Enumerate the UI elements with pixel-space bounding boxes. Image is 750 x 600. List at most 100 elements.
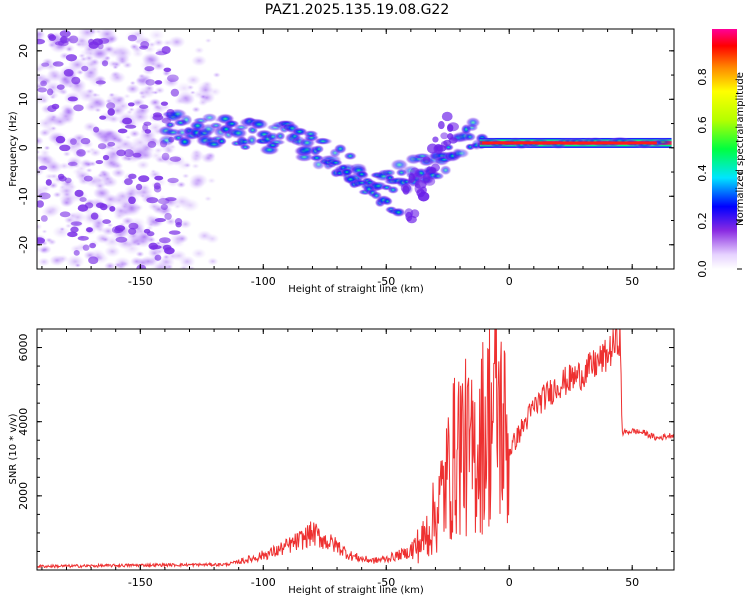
heatmap-noise-cell <box>83 175 93 182</box>
heatmap-noise-cell <box>168 35 186 49</box>
colorbar-ticks: 0.0 0.2 0.4 0.6 0.8 <box>696 68 742 278</box>
heatmap-noise-cell <box>70 226 79 233</box>
heatmap-track-cell <box>239 144 251 151</box>
heatmap-track-cell <box>412 172 423 181</box>
snr-panel: -150 -100 -50 0 50 2000 4000 6000 Height of st… <box>8 328 675 596</box>
colorbar-tick-label-2: 0.4 <box>696 164 709 182</box>
heatmap-noise-cell <box>191 163 200 170</box>
heatmap-noise-cell <box>191 55 207 67</box>
heatmap-noise-cell <box>188 173 209 188</box>
heatmap-noise-cell <box>197 98 208 107</box>
heatmap-noise-cell <box>152 112 162 118</box>
heatmap-noise-cell <box>111 226 121 234</box>
heatmap-noise-cell <box>116 149 127 157</box>
heatmap-track-cell <box>402 185 410 195</box>
heatmap-noise-cell <box>207 177 217 184</box>
heatmap-noise-cell <box>90 212 99 220</box>
heatmap-noise-cell <box>113 46 133 60</box>
heatmap-noise-cell <box>138 175 150 183</box>
heatmap-track-cell <box>437 121 445 130</box>
heatmap-noise-cell <box>102 154 110 161</box>
heatmap-noise-cell <box>59 144 71 152</box>
snr-x-tick-label-4: 50 <box>625 576 639 589</box>
heatmap-noise-cell <box>101 60 109 67</box>
heatmap-noise-cell <box>128 107 135 112</box>
heatmap-track-cell <box>250 119 269 130</box>
heatmap-noise-cell <box>148 29 165 42</box>
heatmap-noise-cell <box>45 69 65 83</box>
heatmap-noise-cell <box>106 222 114 228</box>
heatmap-noise-cell <box>107 141 116 147</box>
heatmap-noise-cell <box>77 204 89 212</box>
heatmap-noise-cell <box>59 30 71 38</box>
heatmap-noise-cell <box>205 233 220 244</box>
heatmap-noise-cell <box>117 128 128 134</box>
heatmap-track-cell <box>441 111 453 122</box>
heatmap-noise-cell <box>59 36 70 44</box>
heatmap-noise-cell <box>128 227 137 235</box>
heatmap-track-cell <box>463 132 477 142</box>
snr-y-tick-label-0: 2000 <box>17 482 30 510</box>
heatmap-noise-cell <box>37 38 46 45</box>
heatmap-noise-cell <box>49 94 56 100</box>
heatmap-noise-cell <box>160 101 169 106</box>
heatmap-noise-cell <box>129 80 136 86</box>
snr-frame <box>36 328 675 571</box>
heatmap-noise-cell <box>85 227 93 233</box>
heatmap-noise-cell <box>63 68 74 77</box>
heatmap-noise-cell <box>139 45 149 50</box>
heatmap-track-cell <box>417 191 430 202</box>
colorbar-tick-label-1: 0.2 <box>696 212 709 230</box>
heatmap-track-cell <box>246 134 258 147</box>
heatmap-noise-cell <box>117 260 128 268</box>
heatmap-noise-cell <box>106 102 116 110</box>
heatmap-noise-cell <box>163 67 172 73</box>
heatmap-noise-cell <box>157 198 170 205</box>
heatmap-noise-cell <box>207 257 219 266</box>
heatmap-track-cell <box>448 137 458 144</box>
heatmap-noise-cell <box>132 152 142 158</box>
heatmap-noise-cell <box>57 173 65 180</box>
heatmap-noise-cell <box>65 54 78 62</box>
heatmap-branch-cell <box>391 207 406 218</box>
heatmap-noise-cell <box>168 230 181 235</box>
heatmap-y-tick-label-3: 10 <box>17 92 30 106</box>
heatmap-noise-cell <box>140 255 157 267</box>
heatmap-noise-cell <box>146 197 159 204</box>
heatmap-track-cell <box>216 137 227 146</box>
heatmap-noise-cell <box>97 42 104 50</box>
heatmap-branch-cell <box>382 197 393 206</box>
heatmap-noise-cell <box>48 34 57 41</box>
heatmap-noise-cell <box>149 90 156 95</box>
heatmap-noise-cell <box>88 41 99 49</box>
snr-x-tick-label-3: 0 <box>506 576 513 589</box>
heatmap-noise-cell <box>67 183 78 191</box>
heatmap-noise-cell <box>189 154 203 164</box>
heatmap-noise-cell <box>127 102 135 107</box>
heatmap-noise-cell <box>147 201 161 211</box>
heatmap-noise-cell <box>176 91 196 105</box>
heatmap-noise-cell <box>180 198 200 213</box>
heatmap-marks <box>37 29 673 269</box>
heatmap-noise-cell <box>183 162 192 168</box>
heatmap-noise-cell <box>73 250 80 256</box>
heatmap-noise-cell <box>45 179 52 186</box>
heatmap-track-cell <box>432 136 439 143</box>
heatmap-y-ticks: -20 -10 0 10 20 <box>17 44 674 270</box>
heatmap-x-tick-label-2: -50 <box>377 275 395 288</box>
heatmap-noise-cell <box>128 129 141 138</box>
heatmap-noise-cell <box>117 58 128 65</box>
heatmap-noise-cell <box>124 178 133 186</box>
heatmap-track-cell <box>383 168 396 177</box>
heatmap-noise-cell <box>128 196 136 205</box>
heatmap-noise-cell <box>154 86 165 95</box>
heatmap-noise-cell <box>102 219 111 224</box>
heatmap-noise-cell <box>55 135 66 144</box>
heatmap-noise-cell <box>107 114 120 124</box>
heatmap-track-cell <box>422 156 431 164</box>
heatmap-noise-cell <box>176 181 187 189</box>
heatmap-noise-cell <box>212 72 221 78</box>
heatmap-noise-cell <box>175 233 189 244</box>
heatmap-noise-cell <box>46 88 54 96</box>
heatmap-x-label: Height of straight line (km) <box>288 284 424 295</box>
